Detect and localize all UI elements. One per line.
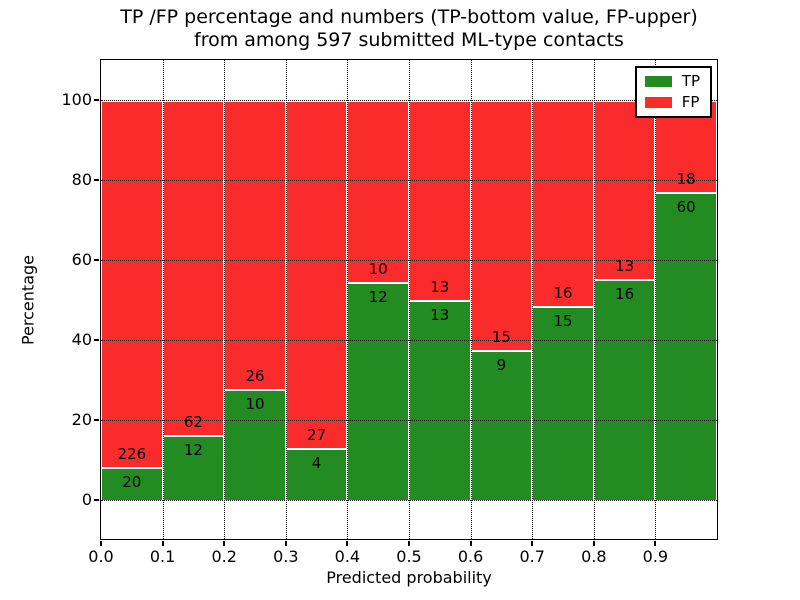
fp-count-label: 18 [676, 170, 696, 189]
bar-fp-segment [470, 100, 533, 350]
y-tick-label: 100 [61, 90, 92, 109]
v-gridline [162, 60, 164, 539]
x-tick-mark [469, 541, 472, 546]
chart-title: TP /FP percentage and numbers (TP-bottom… [100, 6, 718, 52]
y-tick-label: 80 [71, 170, 92, 189]
x-tick-mark [531, 541, 534, 546]
y-tick-mark [94, 259, 99, 261]
v-gridline [655, 60, 657, 539]
x-tick-label: 0.7 [519, 547, 545, 566]
tp-count-label: 9 [496, 356, 507, 374]
bar-tp-segment [593, 279, 656, 500]
bar-tp-segment [409, 300, 471, 500]
bar-fp-segment [101, 100, 163, 468]
x-tick-mark [408, 541, 410, 546]
bar-fp-segment [285, 100, 348, 449]
bar-tp-segment [101, 467, 163, 500]
bar-tp-segment [470, 350, 533, 500]
v-gridline [532, 60, 534, 539]
bar-tp-segment [347, 281, 409, 500]
y-tick-mark [94, 339, 99, 341]
v-gridline [285, 60, 287, 539]
bar-fp-segment [162, 100, 225, 436]
y-tick-mark [94, 499, 99, 501]
v-gridline [470, 60, 472, 539]
fp-count-label: 62 [183, 413, 203, 432]
bar-tp-segment [655, 192, 717, 500]
bar-tp-segment [532, 306, 594, 500]
fp-count-label: 13 [615, 257, 635, 276]
fp-count-label: 13 [430, 278, 450, 296]
x-tick-label: 0.5 [396, 547, 422, 566]
fp-count-label: 26 [245, 366, 265, 385]
tp-count-label: 16 [615, 285, 635, 304]
y-tick-label: 20 [71, 410, 92, 429]
x-axis-label: Predicted probability [326, 568, 492, 587]
y-tick-label: 40 [71, 330, 92, 349]
bar-tp-segment [162, 435, 225, 500]
tp-count-label: 20 [122, 473, 142, 492]
v-gridline [593, 60, 595, 539]
tp-count-label: 12 [368, 287, 388, 306]
y-tick-label: 0 [81, 490, 92, 509]
x-tick-label: 0.9 [642, 547, 669, 566]
legend-entry-tp: TP [644, 72, 700, 90]
bar-fp-segment [532, 100, 594, 307]
x-tick-mark [284, 541, 287, 546]
y-tick-mark [94, 419, 99, 421]
chart-title-line1: TP /FP percentage and numbers (TP-bottom… [120, 6, 698, 28]
x-tick-label: 0.8 [581, 547, 607, 566]
x-tick-label: 0.3 [273, 547, 299, 566]
bar-tp-segment [224, 388, 286, 500]
tp-count-label: 15 [553, 312, 573, 331]
bar-tp-segment [285, 448, 348, 500]
bar-fp-segment [347, 100, 409, 282]
x-tick-mark [223, 541, 226, 546]
y-tick-mark [94, 179, 99, 181]
x-tick-label: 0.6 [457, 547, 484, 566]
plot-area: 226 20 62 12 26 10 27 4 10 12 13 13 15 9 16 15 13 16 18 60 T… [100, 59, 718, 540]
v-gridline [409, 60, 410, 539]
x-tick-label: 0.2 [211, 547, 237, 566]
tp-count-label: 10 [245, 394, 265, 413]
legend-swatch-tp [644, 76, 672, 87]
tp-count-label: 4 [311, 454, 322, 473]
y-tick-label: 60 [71, 250, 92, 269]
x-tick-mark [161, 541, 164, 546]
tp-count-label: 60 [676, 198, 696, 217]
legend-box: TP FP [634, 66, 712, 118]
v-gridline [347, 60, 349, 539]
fp-count-label: 16 [553, 284, 573, 303]
legend-label-tp: TP [681, 72, 700, 90]
y-tick-mark [94, 99, 99, 101]
x-tick-label: 0.0 [88, 547, 114, 566]
chart-title-line2: from among 597 submitted ML-type contact… [194, 29, 624, 51]
bar-fp-segment [409, 100, 471, 300]
tp-count-label: 12 [183, 441, 203, 460]
bar-fp-segment [593, 100, 656, 280]
x-tick-mark [592, 541, 595, 546]
fp-count-label: 226 [117, 445, 147, 464]
bar-fp-segment [224, 100, 286, 389]
fp-count-label: 10 [368, 259, 388, 278]
x-tick-mark [654, 541, 657, 546]
fp-count-label: 27 [307, 426, 327, 445]
fp-count-label: 15 [491, 328, 511, 346]
legend-swatch-fp [644, 97, 672, 108]
tp-count-label: 13 [430, 306, 450, 324]
x-tick-mark [100, 541, 102, 546]
legend-entry-fp: FP [644, 93, 700, 111]
x-tick-label: 0.4 [334, 547, 361, 566]
v-gridline [224, 60, 226, 539]
x-tick-mark [346, 541, 349, 546]
y-axis-label: Percentage [18, 254, 38, 346]
x-tick-label: 0.1 [149, 547, 176, 566]
legend-label-fp: FP [681, 93, 700, 111]
